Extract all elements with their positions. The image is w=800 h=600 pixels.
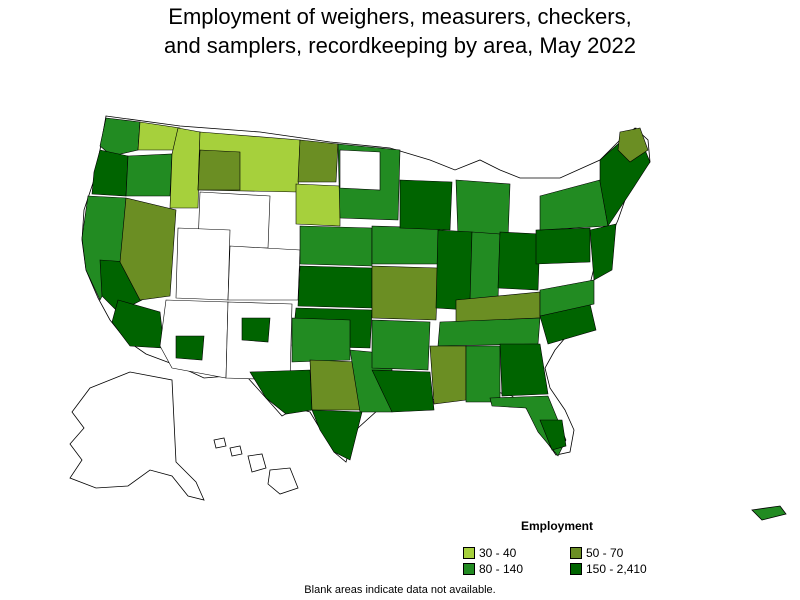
- area-colorado: [227, 245, 301, 301]
- blank-areas-note: Blank areas indicate data not available.: [304, 584, 496, 596]
- area-iowa: [371, 225, 441, 265]
- legend-label: 30 - 40: [479, 546, 517, 560]
- area-ohio: [497, 231, 541, 291]
- area-nm-albuquerque: [241, 317, 271, 343]
- area-oregon-west: [91, 149, 129, 197]
- map-area-fills: [81, 117, 651, 461]
- title-line-1: Employment of weighers, measurers, check…: [168, 4, 632, 29]
- area-tennessee: [437, 317, 541, 347]
- area-maine: [617, 127, 649, 163]
- area-california-south: [111, 299, 165, 349]
- area-mississippi: [429, 345, 467, 405]
- legend-item-50-70: 50 - 70: [570, 546, 623, 560]
- area-washington-west: [99, 117, 141, 157]
- area-texas-west: [249, 369, 313, 415]
- area-georgia: [499, 343, 549, 397]
- area-florida: [489, 395, 567, 457]
- legend-swatch: [570, 547, 582, 559]
- alaska-outline: [69, 371, 205, 501]
- legend-label: 50 - 70: [586, 546, 624, 560]
- area-arizona-phoenix: [175, 335, 205, 361]
- legend-label: 80 - 140: [479, 562, 524, 576]
- legend-item-30-40: 30 - 40: [463, 546, 516, 560]
- area-idaho: [169, 127, 201, 209]
- area-indiana: [469, 231, 501, 301]
- area-utah: [175, 227, 231, 301]
- area-texas-north: [291, 317, 351, 363]
- area-louisiana: [371, 369, 435, 413]
- area-texas-south: [311, 409, 363, 461]
- area-missouri: [371, 265, 439, 321]
- puerto-rico: [751, 505, 787, 521]
- legend-item-150-2410: 150 - 2,410: [570, 562, 647, 576]
- area-pennsylvania: [535, 227, 591, 265]
- area-texas-central: [309, 359, 361, 411]
- area-nebraska: [299, 225, 373, 267]
- area-mid-atlantic: [589, 223, 617, 281]
- legend-item-80-140: 80 - 140: [463, 562, 523, 576]
- area-south-dakota: [295, 183, 341, 227]
- area-virginia: [539, 279, 595, 317]
- area-arkansas: [371, 319, 431, 371]
- area-oregon-east: [125, 153, 173, 197]
- area-minnesota-north: [339, 149, 381, 191]
- area-wisconsin: [399, 179, 453, 231]
- legend-label: 150 - 2,410: [586, 562, 647, 576]
- area-alabama: [465, 345, 501, 403]
- title-line-2: and samplers, recordkeeping by area, May…: [163, 33, 637, 58]
- area-illinois: [435, 229, 473, 311]
- map-title: Employment of weighers, measurers, check…: [0, 2, 800, 60]
- area-michigan: [455, 179, 511, 239]
- legend-title: Employment: [521, 519, 594, 533]
- hawaii-islands: [213, 437, 299, 495]
- area-kansas: [297, 265, 373, 309]
- area-north-dakota: [297, 139, 339, 183]
- area-montana-central: [197, 149, 241, 191]
- legend-swatch: [570, 563, 582, 575]
- area-florida-south: [539, 419, 567, 451]
- legend-swatch: [463, 563, 475, 575]
- area-nevada: [119, 197, 177, 301]
- legend-swatch: [463, 547, 475, 559]
